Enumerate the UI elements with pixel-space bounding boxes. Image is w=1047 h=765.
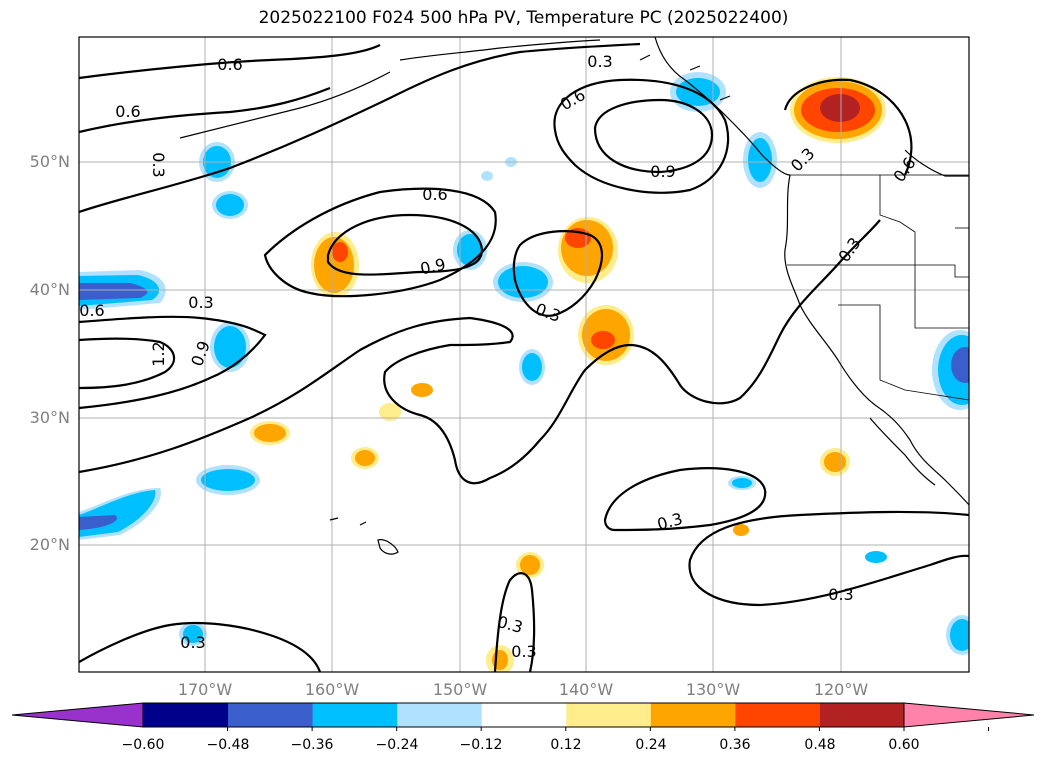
contour-label: 0.9 — [418, 255, 447, 279]
contour-label: 1.2 — [149, 341, 168, 366]
contour-label: 0.6 — [115, 102, 140, 121]
colorbar-segment — [734, 703, 820, 727]
colorbar-extend-min — [11, 702, 144, 728]
contour-label: 0.6 — [422, 185, 447, 204]
lat-label: 50°N — [29, 152, 70, 171]
colorbar-tick-label: −0.48 — [206, 737, 250, 753]
lat-label: 40°N — [29, 280, 70, 299]
colorbar-tick-label: 0.36 — [719, 737, 751, 753]
colorbar-tick-label: −0.60 — [121, 737, 165, 753]
contour-label: 0.6 — [79, 301, 104, 320]
contour-label: 0.3 — [587, 52, 612, 71]
warm-anomaly-north-pacific — [311, 232, 359, 298]
colorbar-tick-label: −0.12 — [459, 737, 503, 753]
colorbar-segment — [650, 703, 736, 727]
contour-label: 0.3 — [149, 152, 168, 177]
colorbar-segment — [819, 703, 905, 727]
colorbar-tick-label: 0.60 — [888, 737, 920, 753]
country-borders — [787, 174, 969, 401]
graticule — [79, 37, 969, 672]
colorbar-tick-label: −0.24 — [375, 737, 419, 753]
contour-label: 0.3 — [180, 633, 205, 652]
contour-label: 0.3 — [188, 293, 213, 312]
cold-anomaly-southwest — [79, 488, 161, 540]
colorbar-segment — [396, 703, 482, 727]
warm-anomaly-central — [558, 217, 618, 283]
contour-label: 0.3 — [511, 642, 536, 661]
lon-label: 120°W — [813, 680, 869, 699]
coastlines — [179, 37, 969, 555]
colorbar-segment — [143, 703, 229, 727]
colorbar-segment — [565, 703, 651, 727]
lat-label: 30°N — [29, 408, 70, 427]
pv-contours — [79, 42, 969, 672]
colorbar-segment — [481, 703, 567, 727]
colorbar-tick-label: −0.36 — [290, 737, 334, 753]
colorbar-tick-label: 0.24 — [635, 737, 667, 753]
lon-label: 140°W — [558, 680, 614, 699]
colorbar-tick-label: 0.48 — [804, 737, 836, 753]
contour-labels: 0.6 0.6 0.3 0.6 0.3 0.9 0.6 0.9 0.3 0.3 … — [79, 52, 919, 661]
warm-anomaly-alaska-coast — [790, 77, 886, 143]
colorbar-extend-max — [903, 702, 1035, 728]
colorbar-segment — [312, 703, 398, 727]
lon-label: 160°W — [304, 680, 360, 699]
contour-label: 0.9 — [650, 162, 675, 181]
lon-label: 130°W — [685, 680, 741, 699]
lon-label: 150°W — [432, 680, 488, 699]
colorbar-tick-label: 0.12 — [550, 737, 582, 753]
colorbar-frame — [142, 702, 905, 728]
map-frame — [78, 36, 970, 673]
lat-label: 20°N — [29, 535, 70, 554]
map-title: 2025022100 F024 500 hPa PV, Temperature … — [258, 8, 789, 28]
colorbar-segment — [227, 703, 313, 727]
contour-label: 0.6 — [217, 55, 242, 74]
contour-label: 0.3 — [828, 585, 853, 604]
lon-label: 170°W — [177, 680, 233, 699]
colorbar — [11, 702, 1035, 731]
